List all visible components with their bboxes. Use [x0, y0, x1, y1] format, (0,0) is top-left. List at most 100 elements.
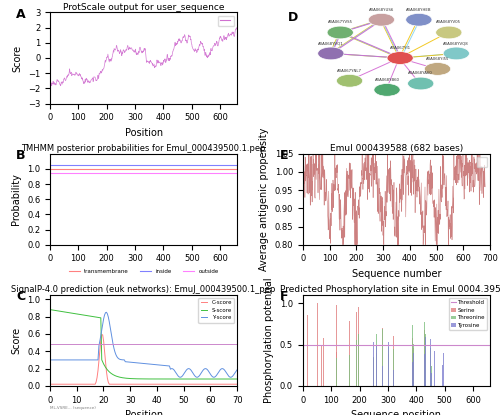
S-score — [82, 313, 88, 318]
transmembrane — [48, 166, 54, 171]
Bar — [336, 352, 337, 386]
Text: A0A068YUS6: A0A068YUS6 — [369, 7, 394, 12]
Circle shape — [424, 63, 450, 75]
C-score — [226, 382, 232, 387]
Text: A0A068YVQ1: A0A068YVQ1 — [318, 41, 344, 45]
Circle shape — [387, 51, 413, 64]
Y-score — [82, 357, 88, 362]
Bar — [443, 347, 444, 386]
Legend: transmembrane, inside, outside: transmembrane, inside, outside — [66, 267, 221, 276]
Circle shape — [408, 77, 434, 90]
outside — [47, 170, 53, 175]
Text: A0A067YNL7: A0A067YNL7 — [337, 68, 362, 73]
Bar — [336, 305, 337, 386]
Circle shape — [318, 47, 344, 60]
Text: C: C — [16, 290, 26, 303]
Bar — [441, 362, 442, 386]
Text: A0A068YHEB: A0A068YHEB — [406, 7, 431, 12]
Bar — [424, 322, 425, 386]
S-score — [225, 376, 231, 381]
Y-score — [226, 374, 232, 379]
Text: A0A068YV05: A0A068YV05 — [436, 20, 462, 24]
X-axis label: Sequence position: Sequence position — [352, 410, 442, 415]
S-score — [47, 307, 53, 312]
Title: TMHMM posterior probabilities for Emul_000439500.1.pep: TMHMM posterior probabilities for Emul_0… — [22, 144, 266, 153]
S-score — [97, 315, 103, 320]
Bar — [339, 342, 340, 386]
Bar — [358, 334, 359, 386]
Y-score — [54, 357, 60, 362]
Bar — [324, 351, 325, 386]
Line: S-score: S-score — [50, 310, 237, 379]
Bar — [320, 349, 321, 386]
S-score — [218, 376, 224, 381]
Text: A0A068YI55: A0A068YI55 — [426, 57, 450, 61]
Legend:  — [477, 157, 487, 167]
Bar — [373, 357, 374, 386]
Legend: C-score, S-score, Y-score: C-score, S-score, Y-score — [198, 298, 234, 322]
Bar — [382, 330, 383, 386]
inside — [48, 163, 54, 168]
Title: ProtScale output for user_sequence: ProtScale output for user_sequence — [63, 2, 224, 12]
Bar — [413, 344, 414, 386]
C-score — [234, 382, 240, 387]
X-axis label: Position: Position — [124, 410, 162, 415]
Bar — [377, 375, 378, 386]
Bar — [339, 315, 340, 386]
Circle shape — [436, 26, 462, 39]
outside — [48, 170, 54, 175]
Bar — [373, 342, 374, 386]
Line: C-score: C-score — [50, 334, 237, 384]
Legend:  — [218, 16, 234, 26]
Y-score — [104, 310, 110, 315]
Bar — [377, 368, 378, 386]
Title: Emul 000439588 (682 bases): Emul 000439588 (682 bases) — [330, 144, 463, 153]
Y-score — [58, 357, 64, 362]
Threshold — [300, 342, 306, 347]
C-score — [82, 382, 88, 387]
Title: SignalP-4.0 prediction (euk networks): EmuJ_000439500.1_pep: SignalP-4.0 prediction (euk networks): E… — [12, 285, 276, 294]
C-score — [97, 347, 103, 352]
Bar — [407, 339, 408, 386]
Bar — [323, 338, 324, 386]
Y-score — [47, 357, 53, 362]
Circle shape — [443, 47, 469, 60]
Text: A0A067YI1: A0A067YI1 — [390, 46, 410, 50]
Bar — [377, 359, 378, 386]
Bar — [366, 320, 367, 386]
Bar — [356, 312, 357, 386]
X-axis label: Position: Position — [124, 128, 162, 138]
Y-axis label: Probability: Probability — [12, 173, 22, 225]
Text: A0A068YVQ8: A0A068YVQ8 — [444, 41, 469, 45]
Y-score — [228, 375, 234, 380]
Circle shape — [327, 26, 353, 39]
Bar — [365, 309, 366, 386]
Line: Y-score: Y-score — [50, 312, 237, 377]
Bar — [434, 351, 435, 386]
Bar — [336, 358, 337, 386]
Circle shape — [368, 13, 394, 26]
Bar — [442, 365, 443, 386]
Bar — [424, 330, 425, 386]
Bar — [424, 354, 425, 386]
C-score — [98, 332, 104, 337]
S-score — [234, 376, 240, 381]
inside — [47, 163, 53, 168]
Bar — [366, 353, 367, 386]
Text: B: B — [16, 149, 26, 162]
C-score — [54, 382, 60, 387]
Text: A0A067YVS5: A0A067YVS5 — [328, 20, 352, 24]
Legend: Threshold, Serine, Threonine, Tyrosine: Threshold, Serine, Threonine, Tyrosine — [449, 298, 487, 330]
Text: F: F — [280, 290, 289, 303]
Text: D: D — [288, 11, 298, 24]
Text: A0A068YA60: A0A068YA60 — [408, 71, 433, 75]
Bar — [366, 355, 367, 386]
Y-axis label: Score: Score — [12, 44, 22, 71]
Bar — [365, 362, 366, 386]
S-score — [54, 308, 60, 313]
Bar — [331, 345, 332, 386]
Y-score — [234, 367, 240, 372]
Text: ML-VSRE... (sequence): ML-VSRE... (sequence) — [50, 406, 96, 410]
Bar — [413, 348, 414, 386]
Bar — [356, 340, 357, 386]
